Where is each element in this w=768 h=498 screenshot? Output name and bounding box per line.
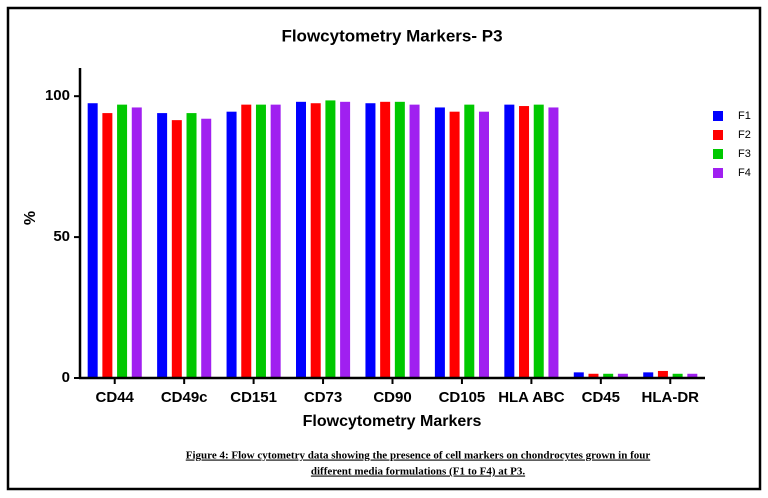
x-tick-label: CD90 bbox=[373, 389, 411, 406]
bar bbox=[449, 111, 460, 378]
legend-swatch bbox=[713, 168, 723, 178]
y-tick-label: 0 bbox=[62, 369, 70, 386]
bar bbox=[270, 104, 281, 379]
legend-label: F3 bbox=[738, 148, 751, 160]
bar bbox=[340, 101, 351, 379]
legend-swatch bbox=[713, 111, 723, 121]
bar bbox=[672, 373, 683, 378]
legend-label: F2 bbox=[738, 129, 751, 141]
legend-label: F4 bbox=[738, 167, 751, 179]
bar bbox=[171, 120, 182, 379]
bar bbox=[533, 104, 544, 379]
bar bbox=[478, 111, 489, 378]
bar bbox=[201, 118, 212, 379]
x-tick-label: HLA-DR bbox=[642, 389, 700, 406]
bar bbox=[117, 104, 128, 379]
bar bbox=[504, 104, 515, 379]
x-axis-label: Flowcytometry Markers bbox=[303, 413, 482, 430]
bar bbox=[548, 107, 559, 379]
x-tick-label: CD151 bbox=[230, 389, 277, 406]
bar bbox=[226, 111, 237, 378]
x-tick-label: CD44 bbox=[96, 389, 135, 406]
frame bbox=[6, 6, 762, 491]
bar bbox=[296, 101, 307, 379]
bar bbox=[157, 113, 168, 378]
bar bbox=[657, 370, 668, 378]
caption: different media formulations (F1 to F4) … bbox=[311, 466, 526, 478]
bar bbox=[573, 372, 584, 378]
bar bbox=[380, 101, 391, 379]
x-tick-label: HLA ABC bbox=[498, 389, 565, 406]
y-tick-label: 100 bbox=[45, 87, 70, 104]
bar bbox=[255, 104, 266, 379]
x-tick-label: CD105 bbox=[439, 389, 486, 406]
bar bbox=[102, 113, 113, 378]
bar bbox=[131, 107, 142, 379]
legend-swatch bbox=[713, 149, 723, 159]
bar bbox=[588, 373, 599, 378]
bar bbox=[394, 101, 405, 379]
bar bbox=[186, 113, 197, 378]
legend-label: F1 bbox=[738, 110, 751, 122]
y-tick-label: 50 bbox=[53, 228, 70, 245]
bar bbox=[603, 373, 614, 378]
y-axis-label: % bbox=[22, 211, 39, 225]
legend-swatch bbox=[713, 130, 723, 140]
x-tick-label: CD45 bbox=[582, 389, 620, 406]
caption: Figure 4: Flow cytometry data showing th… bbox=[186, 450, 651, 462]
bar bbox=[310, 103, 321, 379]
bar bbox=[617, 373, 628, 378]
chart-title: Flowcytometry Markers- P3 bbox=[281, 26, 502, 45]
bar bbox=[434, 107, 445, 379]
bar bbox=[519, 106, 530, 378]
bar bbox=[464, 104, 475, 379]
bar bbox=[409, 104, 420, 379]
x-tick-label: CD73 bbox=[304, 389, 342, 406]
bar bbox=[687, 373, 698, 378]
bar bbox=[325, 100, 336, 378]
bar bbox=[365, 103, 376, 379]
bar bbox=[87, 103, 98, 379]
bar bbox=[643, 372, 654, 378]
x-tick-label: CD49c bbox=[161, 389, 208, 406]
bar bbox=[241, 104, 252, 379]
